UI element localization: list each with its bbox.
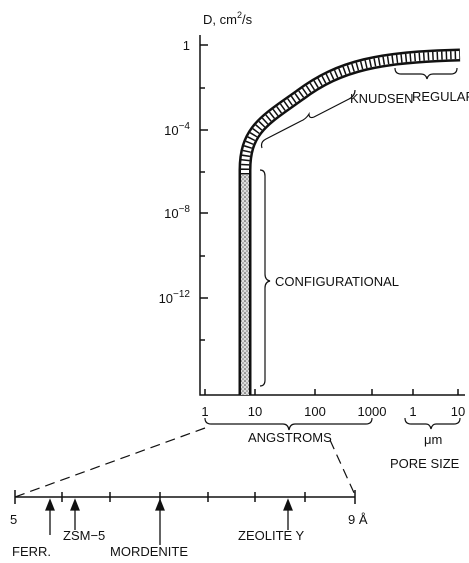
angstrom-brace <box>204 417 373 431</box>
y-tick-label: 10−8 <box>164 204 190 221</box>
zoom-line <box>14 427 206 498</box>
axis-title: D, cm2/s <box>203 10 253 27</box>
inset-scale <box>14 490 356 504</box>
diffusion-band <box>238 48 461 395</box>
zeolite-label: ZEOLITE Y <box>238 528 305 543</box>
inset-label: 9 Å <box>348 512 368 527</box>
x-title: PORE SIZE <box>390 456 460 471</box>
y-tick-marks <box>200 44 208 341</box>
regular-brace <box>394 67 458 80</box>
x-tick-label: 1 <box>201 404 208 419</box>
x-tick-label: 1000 <box>358 404 387 419</box>
inset-label: 5 <box>10 512 17 527</box>
zeolite-label: MORDENITE <box>110 544 188 559</box>
region-label: CONFIGURATIONAL <box>275 274 399 289</box>
unit-label: ANGSTROMS <box>248 430 332 445</box>
region-label: KNUDSEN <box>350 91 414 106</box>
x-tick-marks <box>204 389 459 395</box>
x-tick-label: 100 <box>304 404 326 419</box>
x-tick-label: 1 <box>409 404 416 419</box>
knudsen-brace <box>260 89 356 149</box>
zoom-line <box>329 439 356 496</box>
zeolite-arrows <box>45 498 293 545</box>
unit-label: μm <box>424 432 442 447</box>
axes <box>199 35 465 396</box>
zeolite-label: ZSM−5 <box>63 528 105 543</box>
y-tick-label: 1 <box>183 38 190 53</box>
region-label: REGULAR <box>412 89 469 104</box>
y-tick-label: 10−4 <box>164 121 190 138</box>
x-tick-label: 10 <box>451 404 465 419</box>
y-tick-label: 10−12 <box>159 289 191 306</box>
zeolite-label: FERR. <box>12 544 51 559</box>
x-tick-label: 10 <box>248 404 262 419</box>
micron-brace <box>404 417 461 430</box>
configurational-brace <box>259 169 271 387</box>
